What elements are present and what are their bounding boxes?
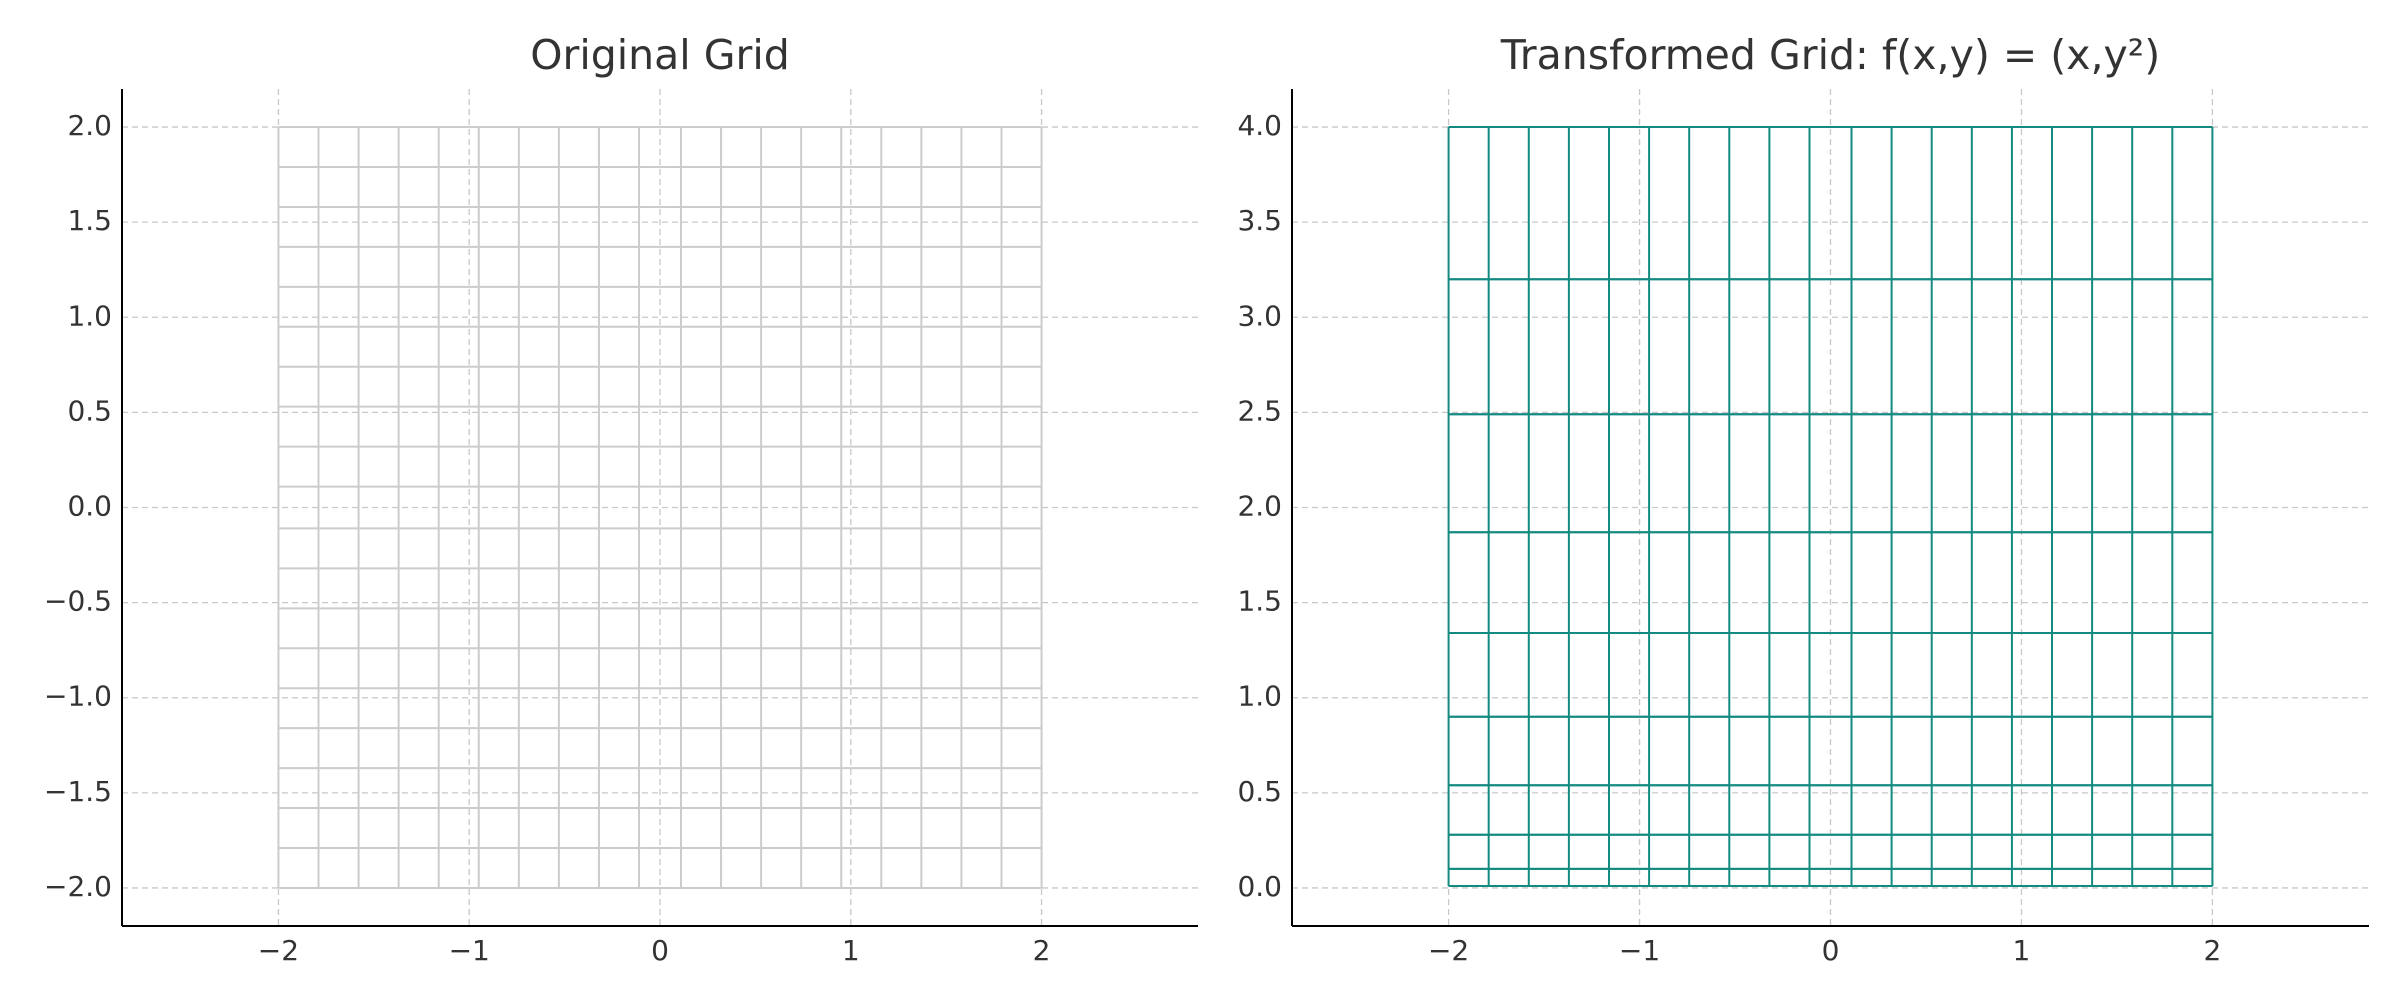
x-tick-label: −1 [449, 934, 490, 967]
y-tick-label: 0.5 [1237, 775, 1282, 808]
y-tick-label: 2.5 [1237, 394, 1282, 427]
y-tick-label: 0.0 [67, 490, 112, 523]
x-tick-label: 1 [2013, 934, 2031, 967]
y-tick-label: 2.0 [67, 109, 112, 142]
y-tick-label: 1.0 [67, 299, 112, 332]
x-tick-label: −2 [258, 934, 299, 967]
y-tick-label: 3.5 [1237, 204, 1282, 237]
y-tick-label: −1.5 [44, 775, 112, 808]
y-tick-label: 0.5 [67, 394, 112, 427]
y-tick-label: 1.0 [1237, 680, 1282, 713]
y-tick-label: 4.0 [1237, 109, 1282, 142]
x-tick-label: 0 [1822, 934, 1840, 967]
x-tick-label: 2 [2204, 934, 2222, 967]
chart-title: Transformed Grid: f(x,y) = (x,y²) [1500, 31, 2161, 79]
y-tick-label: 1.5 [1237, 585, 1282, 618]
y-tick-label: −2.0 [44, 870, 112, 903]
x-tick-label: −2 [1428, 934, 1469, 967]
y-tick-label: 2.0 [1237, 490, 1282, 523]
chart-title: Original Grid [530, 31, 790, 79]
x-tick-label: 2 [1033, 934, 1051, 967]
y-tick-label: 3.0 [1237, 299, 1282, 332]
y-tick-label: −0.5 [44, 585, 112, 618]
y-tick-label: 0.0 [1237, 870, 1282, 903]
x-tick-label: 1 [842, 934, 860, 967]
y-tick-label: 1.5 [67, 204, 112, 237]
y-tick-label: −1.0 [44, 680, 112, 713]
x-tick-label: 0 [651, 934, 669, 967]
x-tick-label: −1 [1619, 934, 1660, 967]
